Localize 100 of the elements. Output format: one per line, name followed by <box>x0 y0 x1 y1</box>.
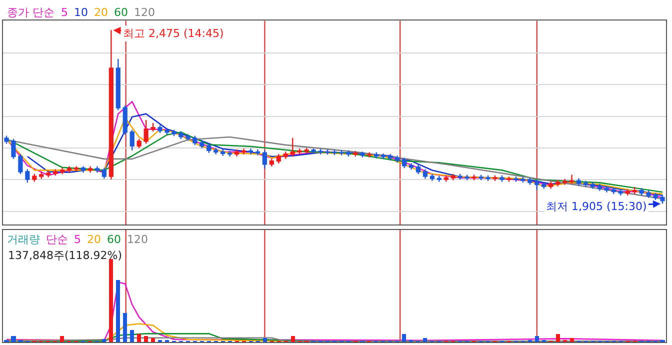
bar <box>11 336 16 342</box>
candlestick <box>206 142 212 154</box>
text: 10 <box>74 6 88 19</box>
candlestick <box>18 153 23 175</box>
candlestick <box>262 150 268 170</box>
text: 120 <box>134 6 155 19</box>
candlestick <box>618 188 623 196</box>
candlestick <box>255 148 260 156</box>
candlestick <box>422 168 428 180</box>
candlestick <box>150 122 156 132</box>
candlestick <box>583 180 588 188</box>
candlestick <box>450 173 456 181</box>
candlestick <box>60 167 65 175</box>
candlestick <box>304 147 309 154</box>
candlestick <box>172 129 176 137</box>
bar <box>102 338 106 342</box>
text: 20 <box>94 6 108 19</box>
annotation: 최저 1,905 (15:30) <box>546 200 647 213</box>
candlestick <box>25 168 30 184</box>
candlestick <box>402 157 407 169</box>
candlestick <box>632 186 637 195</box>
bar <box>60 336 64 342</box>
candlestick <box>164 128 170 136</box>
candlestick <box>158 124 162 134</box>
candlestick <box>625 188 630 196</box>
candlestick <box>297 148 302 155</box>
candlestick <box>220 148 226 156</box>
candlestick <box>604 185 609 194</box>
candlestick <box>367 152 372 158</box>
candlestick <box>248 148 254 155</box>
candlestick <box>646 190 651 199</box>
candlestick <box>130 129 134 152</box>
legend-title: 종가 단순 <box>7 6 54 19</box>
text: 20 <box>87 233 101 246</box>
candlestick <box>318 148 323 155</box>
candlestick <box>514 176 518 182</box>
candlestick <box>576 178 582 186</box>
candlestick <box>136 138 142 149</box>
annotation: 137,848주(118.92%) <box>8 249 122 262</box>
bar <box>423 338 427 342</box>
candlestick <box>4 135 9 144</box>
candlestick <box>506 176 512 182</box>
candlestick <box>144 119 148 144</box>
candlestick <box>290 137 295 158</box>
candlestick <box>569 174 574 184</box>
candlestick <box>500 174 504 182</box>
candlestick <box>520 176 526 184</box>
text: 5 <box>61 6 68 19</box>
candlestick <box>102 167 106 180</box>
candlestick <box>325 148 330 156</box>
candlestick <box>388 153 393 162</box>
candlestick <box>283 151 288 160</box>
candlestick <box>542 181 546 190</box>
candlestick <box>241 148 246 155</box>
text: 60 <box>114 6 128 19</box>
candlestick <box>276 153 281 164</box>
candlestick <box>597 183 602 192</box>
candlestick <box>556 179 560 187</box>
annotation: 최고 2,475 (14:45) <box>123 27 224 40</box>
candlestick <box>234 148 240 158</box>
text: 60 <box>107 233 121 246</box>
bar <box>291 336 295 342</box>
chart-title: 거래량 <box>7 233 40 246</box>
candlestick <box>269 158 274 168</box>
candlestick <box>339 150 344 156</box>
bar <box>144 336 148 342</box>
candlestick <box>548 180 554 190</box>
bar <box>137 334 141 342</box>
candlestick <box>562 178 568 186</box>
bar <box>402 334 406 342</box>
candlestick <box>416 164 421 175</box>
candlestick <box>478 174 484 181</box>
candlestick <box>192 135 198 146</box>
candlestick <box>492 174 498 182</box>
candlestick <box>39 172 44 180</box>
candlestick <box>464 174 470 181</box>
bar <box>556 334 560 342</box>
candlestick <box>32 173 37 182</box>
candlestick <box>94 166 100 174</box>
candlestick <box>660 194 665 204</box>
candlestick <box>46 170 51 178</box>
candlestick <box>590 181 596 190</box>
candlestick <box>200 140 204 149</box>
candlestick <box>360 151 365 158</box>
candlestick <box>214 147 218 155</box>
candlestick <box>11 138 16 160</box>
candlestick <box>381 152 386 160</box>
candlestick <box>88 166 93 174</box>
candlestick <box>53 168 58 176</box>
legend-title: 단순 <box>46 233 68 246</box>
candlestick <box>311 148 316 154</box>
bar <box>130 330 134 342</box>
candlestick <box>332 149 337 156</box>
candlestick <box>74 166 79 172</box>
candlestick <box>228 150 232 158</box>
candlestick <box>178 130 184 140</box>
candlestick <box>395 154 400 164</box>
candlestick <box>80 166 86 174</box>
candlestick <box>346 150 351 158</box>
candlestick <box>444 174 448 182</box>
